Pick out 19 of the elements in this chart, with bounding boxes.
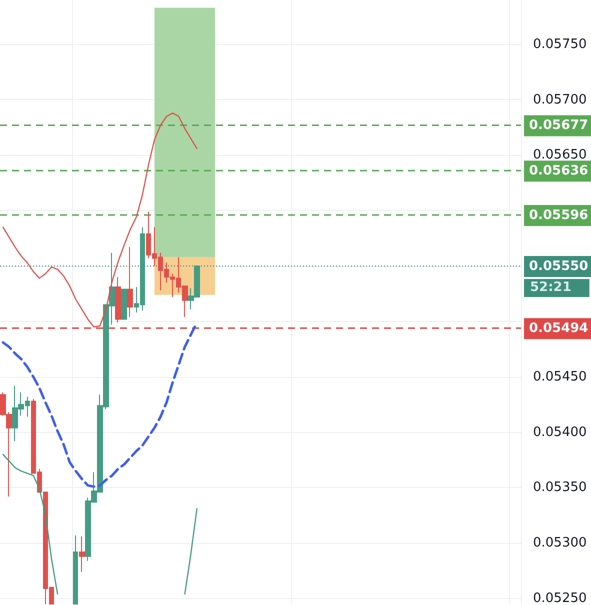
text: 52:21 — [530, 280, 572, 295]
y-tick-label: 0.05700 — [533, 92, 587, 108]
ref-line-label: 0.05550 — [529, 259, 588, 274]
y-tick-label: 0.05400 — [533, 424, 587, 440]
y-tick-label: 0.05250 — [533, 591, 587, 605]
ref-line-label: 0.05636 — [529, 164, 588, 179]
ref-line-label: 0.05596 — [529, 208, 588, 224]
ref-line-label: 0.05677 — [529, 118, 588, 134]
y-tick-label: 0.05750 — [533, 36, 587, 52]
candlestick — [79, 536, 85, 572]
candlestick — [121, 288, 127, 320]
candlestick — [115, 276, 121, 324]
y-tick-label: 0.05350 — [533, 480, 587, 496]
y-tick-label: 0.05450 — [533, 369, 587, 384]
candlestick — [127, 246, 133, 318]
ref-line-label: 0.05494 — [529, 321, 588, 336]
candlestick — [73, 534, 78, 605]
y-tick-label: 0.05300 — [533, 536, 587, 551]
y-tick-label: 0.05650 — [533, 148, 587, 163]
